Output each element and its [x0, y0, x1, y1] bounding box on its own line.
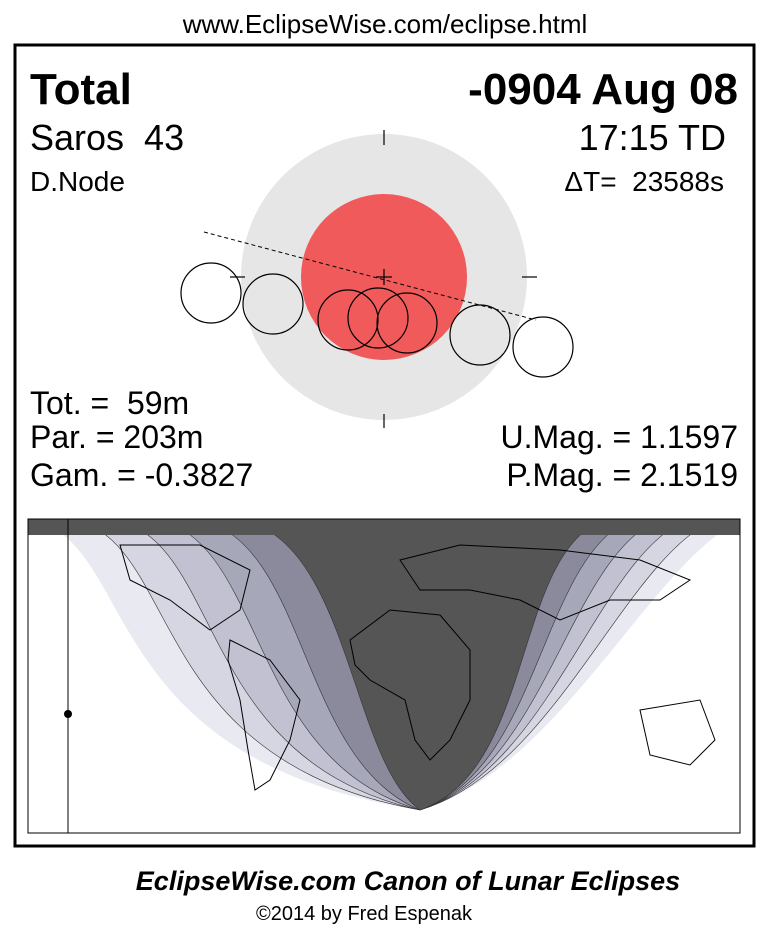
zenith-point	[64, 710, 72, 718]
totality: Tot. = 59m	[30, 385, 189, 421]
moon-path	[203, 231, 537, 321]
eclipse-date: -0904 Aug 08	[468, 65, 738, 114]
visibility-zone	[239, 519, 603, 811]
map-border	[27, 518, 741, 834]
axis-ticks	[230, 130, 537, 428]
coastline	[119, 544, 716, 791]
night-strip	[28, 519, 740, 535]
url: www.EclipseWise.com/eclipse.html	[182, 9, 588, 39]
umbral-mag: U.Mag. = 1.1597	[501, 419, 738, 455]
time: 17:15 TD	[579, 117, 726, 158]
moon-positions	[180, 262, 574, 378]
footer-title: EclipseWise.com Canon of Lunar Eclipses	[136, 866, 680, 896]
partial: Par. = 203m	[30, 419, 203, 455]
copyright: ©2014 by Fred Espenak	[256, 903, 473, 925]
gamma: Gam. = -0.3827	[30, 457, 253, 493]
saros: Saros 43	[30, 117, 184, 158]
delta-t: ΔT= 23588s	[564, 166, 724, 197]
penumbral-mag: P.Mag. = 2.1519	[506, 457, 738, 493]
node: D.Node	[30, 166, 125, 197]
visibility-map	[27, 518, 742, 834]
eclipse-type: Total	[30, 65, 132, 114]
